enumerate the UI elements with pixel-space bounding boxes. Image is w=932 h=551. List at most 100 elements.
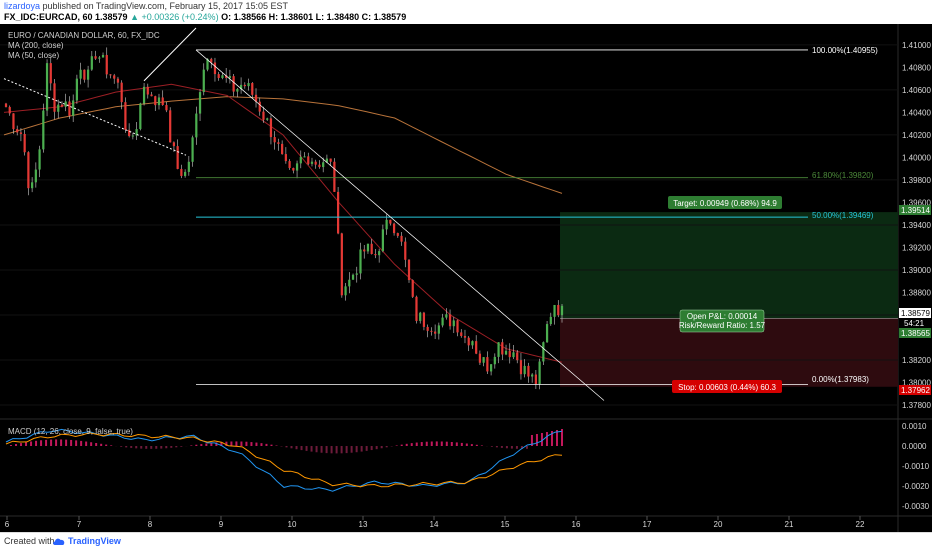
candle-body bbox=[254, 94, 258, 102]
candle-body bbox=[217, 74, 220, 79]
price-tick-label: 1.38000 bbox=[902, 378, 931, 387]
candle-body bbox=[101, 54, 105, 58]
candle-body bbox=[411, 280, 414, 297]
candle-body bbox=[109, 74, 112, 76]
candle-body bbox=[557, 304, 560, 316]
candle-body bbox=[299, 156, 302, 164]
time-tick-label: 13 bbox=[359, 520, 368, 529]
candle-body bbox=[389, 219, 392, 224]
price-tick-label: 1.37800 bbox=[902, 401, 931, 410]
candle-body bbox=[493, 356, 496, 365]
candle-body bbox=[549, 316, 552, 325]
macd-tick-label: 0.0010 bbox=[902, 422, 927, 431]
candle-body bbox=[206, 58, 209, 70]
candle-body bbox=[169, 110, 172, 143]
macd-tick-label: -0.0030 bbox=[902, 502, 930, 511]
candle-body bbox=[184, 171, 187, 176]
stop-badge[interactable] bbox=[672, 380, 782, 393]
price-tick-label: 1.38800 bbox=[902, 288, 931, 297]
time-tick-label: 21 bbox=[785, 520, 794, 529]
tradingview-brand[interactable]: TradingView bbox=[68, 536, 121, 546]
candle-body bbox=[336, 191, 340, 234]
candle-body bbox=[105, 54, 108, 75]
macd-tick-label: -0.0010 bbox=[902, 462, 930, 471]
candle-body bbox=[98, 57, 101, 59]
candle-body bbox=[303, 156, 306, 158]
macd-tick-label: 0.0000 bbox=[902, 442, 927, 451]
candle-body bbox=[430, 330, 433, 332]
ma50-line bbox=[3, 83, 563, 363]
candle-body bbox=[198, 92, 202, 114]
candle-body bbox=[236, 89, 239, 92]
candle-body bbox=[448, 314, 452, 327]
target-badge[interactable] bbox=[668, 196, 782, 209]
candle-body bbox=[288, 161, 291, 168]
candle-body bbox=[519, 360, 523, 375]
time-tick-label: 14 bbox=[430, 520, 439, 529]
candle-body bbox=[284, 154, 287, 162]
candle-body bbox=[247, 83, 250, 87]
author-link[interactable]: lizardoya bbox=[4, 1, 41, 11]
candle-body bbox=[400, 235, 403, 242]
candle-body bbox=[475, 341, 478, 354]
macd-tick-label: -0.0020 bbox=[902, 482, 930, 491]
candle-body bbox=[86, 69, 90, 80]
candle-body bbox=[531, 374, 534, 377]
candle-body bbox=[42, 110, 45, 150]
created-with-text: Created with bbox=[4, 536, 55, 546]
price-tick-label: 1.39600 bbox=[902, 198, 931, 207]
candle-body bbox=[489, 364, 493, 372]
price-tick-label: 1.40800 bbox=[902, 63, 931, 72]
candle-body bbox=[8, 106, 11, 114]
macd-signal-line bbox=[5, 432, 563, 488]
price-chart-svg[interactable]: 1.41000 1.40800 1.40600 1.40400 1.40200 1.400… bbox=[0, 24, 932, 532]
candle-body bbox=[344, 286, 347, 296]
fib-level-100: 100.00%(1.40955) bbox=[812, 46, 878, 55]
open-pl-badge[interactable] bbox=[679, 309, 765, 333]
candle-body bbox=[23, 133, 26, 153]
last-price: 1.38579 bbox=[95, 12, 128, 22]
dotted-trendline bbox=[3, 78, 187, 156]
candle-body bbox=[94, 56, 97, 59]
price-tick-label: 1.40000 bbox=[902, 153, 931, 162]
legend-title: EURO / CANADIAN DOLLAR, 60, FX_IDC bbox=[8, 31, 160, 40]
candle-body bbox=[60, 104, 64, 107]
candle-body bbox=[225, 75, 228, 78]
candle-body bbox=[437, 325, 440, 334]
price-tick-label: 1.40600 bbox=[902, 86, 931, 95]
candle-body bbox=[560, 305, 564, 316]
candle-body bbox=[187, 161, 190, 172]
candle-body bbox=[116, 78, 120, 83]
time-tick-label: 17 bbox=[643, 520, 652, 529]
candle-body bbox=[161, 97, 164, 106]
candle-body bbox=[135, 129, 138, 136]
price-tick-label: 1.39800 bbox=[902, 176, 931, 185]
candle-body bbox=[90, 56, 93, 70]
time-tick-label: 15 bbox=[501, 520, 510, 529]
candle-body bbox=[553, 304, 556, 317]
price-tick-label: 1.39000 bbox=[902, 266, 931, 275]
candle-body bbox=[124, 102, 127, 130]
open-pl-text: Open P&L: 0.00014 bbox=[687, 312, 758, 321]
chart-area[interactable]: 1.41000 1.40800 1.40600 1.40400 1.40200 1.400… bbox=[0, 24, 932, 532]
time-tick-label: 16 bbox=[572, 520, 581, 529]
candle-body bbox=[542, 342, 545, 362]
candle-body bbox=[486, 357, 489, 372]
candle-body bbox=[34, 169, 37, 183]
candle-body bbox=[139, 103, 142, 130]
candle-body bbox=[213, 62, 217, 75]
candle-body bbox=[142, 86, 146, 104]
candle-body bbox=[501, 342, 504, 355]
candle-body bbox=[210, 58, 213, 63]
candle-body bbox=[456, 320, 459, 333]
candle-body bbox=[333, 161, 336, 192]
candle-body bbox=[68, 101, 71, 116]
candle-body bbox=[146, 86, 149, 95]
entry-price-tag bbox=[899, 328, 931, 338]
candle-body bbox=[538, 361, 541, 385]
candle-body bbox=[452, 320, 455, 327]
candle-body bbox=[340, 233, 343, 296]
candle-body bbox=[277, 142, 280, 144]
candle-body bbox=[12, 113, 15, 130]
candle-body bbox=[262, 111, 265, 120]
